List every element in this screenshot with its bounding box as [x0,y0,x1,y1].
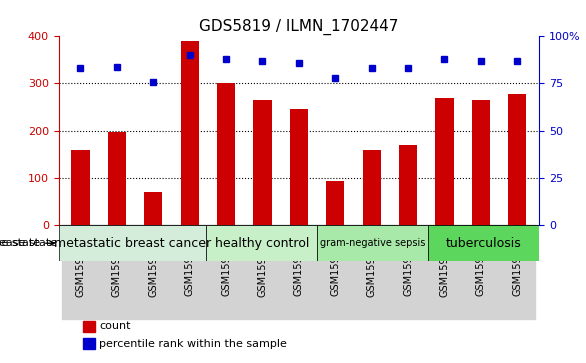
Bar [508,94,526,225]
Bar [281,225,317,319]
Bar [353,225,390,319]
Bar [326,181,345,225]
Text: count: count [100,321,131,331]
Text: healthy control: healthy control [214,237,309,250]
Bar [435,98,454,225]
FancyBboxPatch shape [318,225,428,261]
Text: tuberculosis: tuberculosis [446,237,522,250]
Bar [244,225,281,319]
Bar [253,100,271,225]
Bar [499,225,536,319]
FancyBboxPatch shape [428,225,539,261]
Bar [172,225,208,319]
Bar [390,225,426,319]
Bar [289,110,308,225]
Bar [83,338,95,349]
Text: gram-negative sepsis: gram-negative sepsis [320,238,425,248]
Bar [217,83,235,225]
Bar [180,41,199,225]
Bar [83,321,95,332]
Bar [108,132,126,225]
Bar [426,225,463,319]
Text: disease state: disease state [0,238,57,248]
Bar [363,150,381,225]
Bar [317,225,353,319]
Bar [472,100,490,225]
Bar [62,225,98,319]
Bar [135,225,172,319]
Text: metastatic breast cancer: metastatic breast cancer [54,237,211,250]
Text: percentile rank within the sample: percentile rank within the sample [100,339,287,348]
FancyBboxPatch shape [206,225,318,261]
Title: GDS5819 / ILMN_1702447: GDS5819 / ILMN_1702447 [199,19,398,35]
Bar [399,145,417,225]
Bar [463,225,499,319]
FancyBboxPatch shape [59,225,206,261]
Bar [98,225,135,319]
Text: disease state: disease state [0,238,54,248]
Bar [208,225,244,319]
Bar [144,192,162,225]
Bar [71,150,90,225]
